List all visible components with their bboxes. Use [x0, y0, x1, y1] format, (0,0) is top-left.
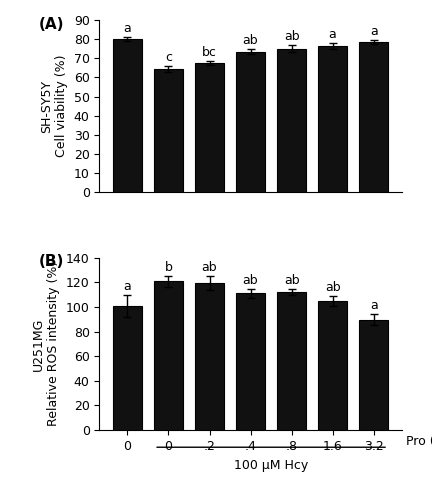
Text: a: a [124, 22, 131, 36]
Text: (B): (B) [39, 254, 64, 270]
Text: ab: ab [243, 34, 258, 48]
Bar [154, 69, 183, 192]
Text: a: a [370, 300, 378, 312]
Text: Pro (μg/ml): Pro (μg/ml) [407, 434, 432, 448]
Text: ab: ab [243, 274, 258, 287]
Bar [195, 283, 224, 430]
Text: ab: ab [202, 262, 217, 274]
Text: b: b [165, 260, 172, 274]
Bar [195, 63, 224, 192]
Bar [318, 46, 347, 193]
Text: ab: ab [284, 274, 299, 287]
Y-axis label: SH-SY5Y
Cell viability (%): SH-SY5Y Cell viability (%) [40, 55, 68, 158]
Bar [359, 320, 388, 430]
Text: ab: ab [284, 30, 299, 44]
Text: a: a [124, 280, 131, 293]
Bar [277, 48, 306, 193]
Text: (A): (A) [39, 16, 64, 32]
Bar [113, 306, 142, 430]
Bar [318, 301, 347, 430]
Text: a: a [370, 25, 378, 38]
Bar [236, 294, 265, 430]
Bar [277, 292, 306, 430]
Text: a: a [329, 28, 337, 41]
Text: 100 μM Hcy: 100 μM Hcy [234, 460, 308, 472]
Bar [236, 52, 265, 192]
Text: bc: bc [202, 46, 217, 59]
Bar [113, 39, 142, 192]
Bar [359, 42, 388, 192]
Text: ab: ab [325, 281, 340, 294]
Y-axis label: U251MG
Relative ROS intensity (%): U251MG Relative ROS intensity (%) [32, 261, 60, 426]
Bar [154, 281, 183, 430]
Text: c: c [165, 51, 172, 64]
